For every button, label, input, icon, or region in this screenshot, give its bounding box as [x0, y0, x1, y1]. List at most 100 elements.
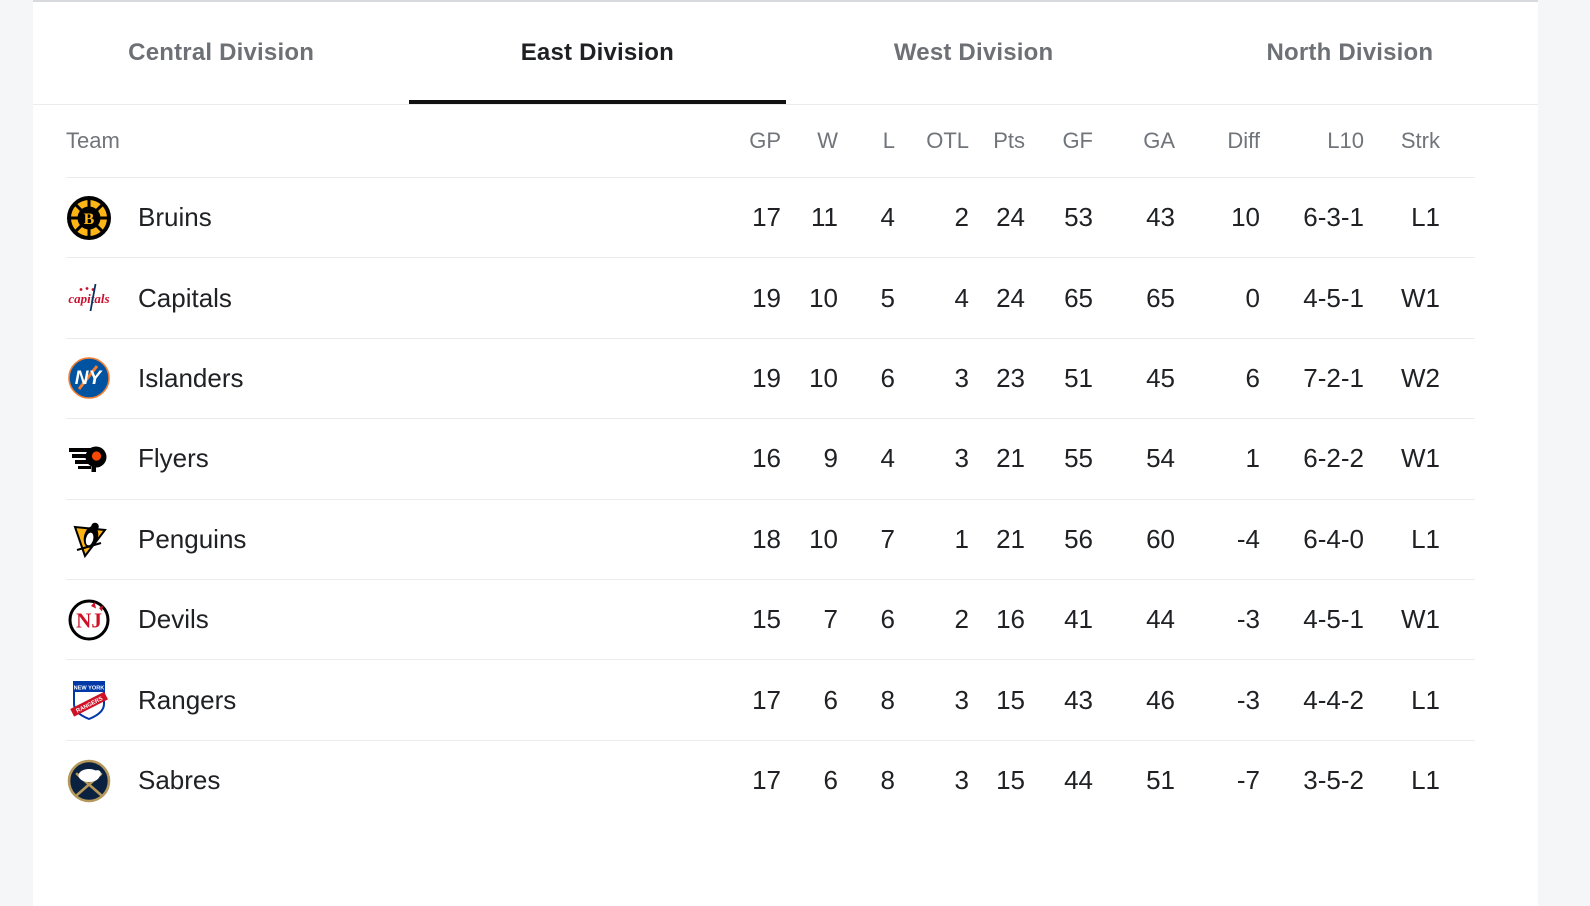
stat-gp: 19: [752, 282, 781, 313]
rangers-logo-icon: NEW YORK RANGERS: [66, 677, 112, 723]
stat-ga: 65: [1146, 282, 1175, 313]
stat-pts: 23: [996, 362, 1025, 393]
stat-gf: 44: [1064, 765, 1093, 796]
standings-card: Central Division East Division West Divi…: [33, 0, 1538, 906]
team-row[interactable]: Sabres 17 6 8 3 15 44 51 -7 3-5-2 L1: [66, 741, 1475, 821]
stat-w: 10: [809, 282, 838, 313]
team-cell[interactable]: Flyers: [66, 436, 721, 482]
stat-pts: 16: [996, 604, 1025, 635]
team-name: Bruins: [138, 202, 212, 233]
sabres-logo-icon: [66, 758, 112, 804]
svg-text:NEW YORK: NEW YORK: [74, 686, 105, 692]
stat-gf: 53: [1064, 202, 1093, 233]
stat-strk: L1: [1411, 202, 1440, 233]
team-cell[interactable]: NY Islanders: [66, 355, 721, 401]
stat-gf: 41: [1064, 604, 1093, 635]
stat-gf: 55: [1064, 443, 1093, 474]
column-header-diff: Diff: [1227, 128, 1260, 153]
team-name: Devils: [138, 604, 209, 635]
column-header-gp: GP: [749, 128, 781, 153]
stat-w: 10: [809, 523, 838, 554]
tab-north-division[interactable]: North Division: [1162, 2, 1538, 104]
islanders-logo-icon: NY: [66, 355, 112, 401]
penguins-logo-icon: [66, 516, 112, 562]
team-cell[interactable]: capitals Capitals: [66, 275, 721, 321]
tab-west-division[interactable]: West Division: [786, 2, 1162, 104]
stat-otl: 3: [954, 684, 969, 715]
tab-east-division[interactable]: East Division: [409, 2, 786, 104]
team-name: Penguins: [138, 523, 247, 554]
stat-w: 6: [823, 765, 838, 796]
team-name: Sabres: [138, 765, 221, 796]
stat-w: 11: [811, 202, 838, 233]
stat-otl: 2: [954, 202, 969, 233]
table-header-row: Team GP W L OTL Pts GF GA Diff L10 Strk: [66, 105, 1475, 178]
devils-logo-icon: NJ: [66, 597, 112, 643]
column-header-l10: L10: [1327, 128, 1364, 153]
column-header-team: Team: [66, 128, 120, 153]
column-header-l: L: [882, 128, 895, 153]
team-row[interactable]: Flyers 16 9 4 3 21 55 54 1 6-2-2 W1: [66, 419, 1475, 500]
stat-strk: W1: [1401, 443, 1440, 474]
team-cell[interactable]: Penguins: [66, 516, 721, 562]
stat-otl: 3: [954, 443, 969, 474]
stat-gp: 16: [752, 443, 781, 474]
team-row[interactable]: NJ Devils 15 7 6 2 16 41 44 -3 4-5-1 W1: [66, 580, 1475, 661]
team-name: Flyers: [138, 443, 209, 474]
stat-l: 6: [880, 362, 895, 393]
stat-diff: 6: [1245, 362, 1260, 393]
stat-strk: L1: [1411, 523, 1440, 554]
stat-pts: 21: [996, 523, 1025, 554]
stat-ga: 60: [1146, 523, 1175, 554]
column-header-strk: Strk: [1400, 128, 1440, 153]
stat-diff: 10: [1231, 202, 1260, 233]
team-row[interactable]: Penguins 18 10 7 1 21 56 60 -4 6-4-0 L1: [66, 500, 1475, 580]
stat-pts: 24: [996, 202, 1025, 233]
stat-diff: -7: [1236, 765, 1260, 796]
stat-l10: 6-2-2: [1303, 443, 1364, 474]
stat-gf: 65: [1064, 282, 1093, 313]
stat-pts: 24: [996, 282, 1025, 313]
stat-gp: 17: [752, 684, 781, 715]
stat-gf: 51: [1064, 362, 1093, 393]
team-name: Islanders: [138, 362, 244, 393]
team-row[interactable]: capitals Capitals 19 10 5 4 24 65 65 0 4-5-1 W1: [66, 258, 1475, 339]
stat-otl: 3: [954, 765, 969, 796]
svg-text:NJ: NJ: [76, 608, 102, 632]
stat-l10: 6-3-1: [1303, 202, 1364, 233]
stat-strk: W1: [1401, 282, 1440, 313]
table-body: B Bruins 17 11 4 2 24 53 43 10 6-3-1 L1 capitals …: [66, 178, 1475, 821]
stat-w: 10: [809, 362, 838, 393]
stat-ga: 44: [1146, 604, 1175, 635]
stat-gp: 17: [752, 202, 781, 233]
stat-w: 9: [823, 443, 838, 474]
team-name: Capitals: [138, 282, 232, 313]
stat-strk: W1: [1401, 604, 1440, 635]
division-tab-label: North Division: [1266, 39, 1434, 66]
stat-l: 6: [880, 604, 895, 635]
stat-diff: 1: [1245, 443, 1260, 474]
team-row[interactable]: B Bruins 17 11 4 2 24 53 43 10 6-3-1 L1: [66, 178, 1475, 259]
stat-w: 6: [823, 684, 838, 715]
division-tab-label: East Division: [520, 39, 675, 66]
capitals-logo-icon: capitals: [66, 275, 112, 321]
division-tabs: Central Division East Division West Divi…: [33, 2, 1538, 105]
flyers-logo-icon: [66, 436, 112, 482]
team-cell[interactable]: NEW YORK RANGERS Rangers: [66, 677, 721, 723]
team-row[interactable]: NY Islanders 19 10 6 3 23 51 45 6 7-2-1 W2: [66, 339, 1475, 420]
stat-l: 5: [880, 282, 895, 313]
stat-otl: 2: [954, 604, 969, 635]
stat-l: 8: [880, 684, 895, 715]
column-header-otl: OTL: [926, 128, 969, 153]
bruins-logo-icon: B: [66, 195, 112, 241]
stat-l: 4: [880, 443, 895, 474]
standings-table: Team GP W L OTL Pts GF GA Diff L10 Strk …: [66, 105, 1475, 821]
svg-text:capitals: capitals: [68, 291, 109, 306]
stat-gf: 43: [1064, 684, 1093, 715]
team-cell[interactable]: NJ Devils: [66, 597, 721, 643]
column-header-pts: Pts: [993, 128, 1025, 153]
team-cell[interactable]: B Bruins: [66, 195, 721, 241]
team-row[interactable]: NEW YORK RANGERS Rangers 17 6 8 3 15 43 46 -3 4-…: [66, 660, 1475, 741]
tab-central-division[interactable]: Central Division: [33, 2, 409, 104]
team-cell[interactable]: Sabres: [66, 758, 721, 804]
